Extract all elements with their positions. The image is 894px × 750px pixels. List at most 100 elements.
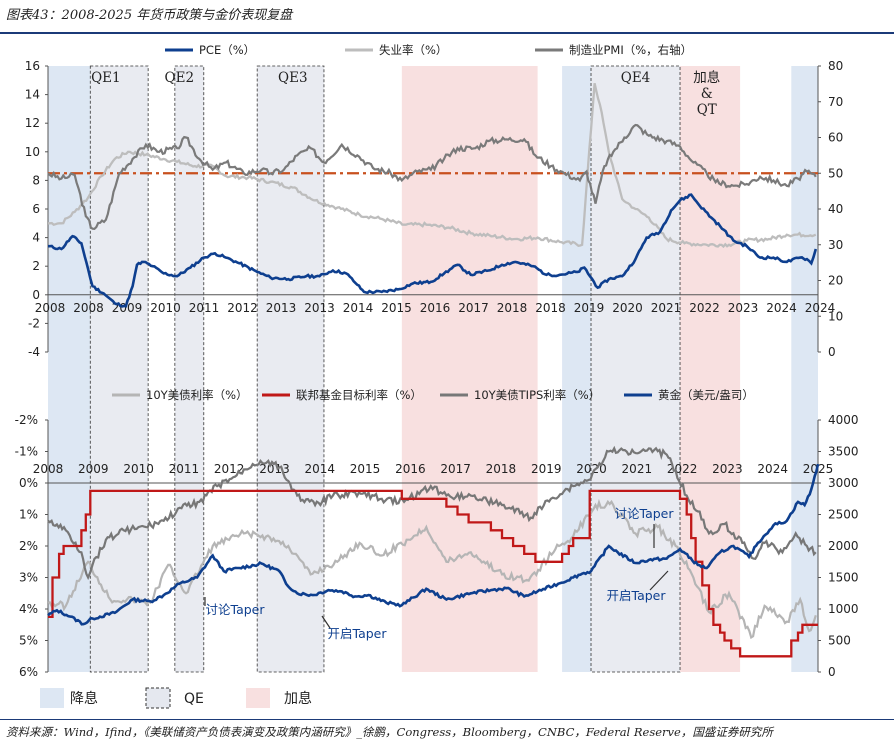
bottom-legend-label: 10Y美债TIPS利率（%）: [474, 388, 600, 402]
taper-annotation: 开启Taper: [607, 588, 667, 603]
top-x-tick-label: 2011: [189, 301, 220, 315]
top-left-tick-label: 14: [25, 88, 40, 102]
bottom-legend-label: 黄金（美元/盎司）: [658, 388, 754, 402]
top-x-tick-label: 2010: [150, 301, 181, 315]
top-left-tick-label: 6: [32, 202, 40, 216]
top-x-tick-label: 2018: [535, 301, 566, 315]
top-left-tick-label: 12: [25, 116, 40, 130]
bottom-rule: [0, 719, 894, 720]
top-legend-label: 制造业PMI（%，右轴）: [569, 43, 692, 57]
cut-band: [791, 66, 818, 672]
series-line-fed-funds-target: [48, 489, 818, 658]
taper-annotation: 讨论Taper: [615, 506, 675, 521]
bottom-right-tick-label: 3000: [828, 476, 859, 490]
bottom-x-tick-label: 2015: [350, 462, 381, 476]
top-rule: [0, 32, 894, 34]
top-x-tick-label: 2021: [651, 301, 682, 315]
cut-band: [48, 66, 91, 672]
bottom-x-tick-label: 2011: [169, 462, 200, 476]
top-legend-label: PCE（%）: [199, 43, 255, 57]
top-x-tick-label: 2015: [381, 301, 412, 315]
bottom-x-tick-label: 2008: [33, 462, 64, 476]
top-x-tick-label: 2013: [304, 301, 335, 315]
top-x-tick-label: 2013: [266, 301, 297, 315]
qe-band: [256, 65, 325, 673]
bottom-x-tick-label: 2017: [440, 462, 471, 476]
bottom-left-tick-label: 0%: [19, 476, 38, 490]
top-x-tick-label: 2017: [458, 301, 489, 315]
top-right-tick-label: 50: [828, 166, 843, 180]
series-line-pmi: [47, 123, 817, 231]
taper-arrow: [649, 570, 669, 591]
top-x-tick-label: 2008: [73, 301, 104, 315]
series-line-unemployment: [48, 82, 817, 249]
top-x-tick-label: 2016: [420, 301, 451, 315]
bottom-left-tick-label: 6%: [19, 665, 38, 679]
bottom-x-tick-label: 2021: [622, 462, 653, 476]
bottom-left-tick-label: 1%: [19, 508, 38, 522]
qe-annotation: QE4: [621, 70, 651, 86]
bottom-x-tick-label: 2009: [78, 462, 109, 476]
top-right-tick-label: 20: [828, 274, 843, 288]
top-left-tick-label: 2: [32, 259, 40, 273]
bottom-left-tick-label: -1%: [15, 445, 38, 459]
bottom-right-tick-label: 500: [828, 634, 851, 648]
bottom-left-tick-label: 3%: [19, 571, 38, 585]
top-right-tick-label: 80: [828, 59, 843, 73]
legend-qe-label: QE: [184, 691, 204, 707]
legend-hike-label: 加息: [284, 690, 312, 707]
top-left-tick-label: 0: [32, 288, 40, 302]
bottom-x-tick-label: 2022: [667, 462, 698, 476]
bottom-x-tick-label: 2010: [123, 462, 154, 476]
top-right-tick-label: 0: [828, 345, 836, 359]
hike-qt-annotation: QT: [697, 102, 717, 118]
series-line-10y-tips: [47, 445, 817, 581]
bottom-left-tick-label: -2%: [15, 413, 38, 427]
series-line-10y-yield: [47, 498, 817, 640]
bottom-x-tick-label: 2018: [486, 462, 517, 476]
bottom-right-tick-label: 1000: [828, 602, 859, 616]
top-legend-label: 失业率（%）: [379, 43, 447, 57]
top-x-tick-label: 2019: [574, 301, 605, 315]
legend-hike-swatch: [246, 688, 270, 708]
top-left-tick-label: 10: [25, 145, 40, 159]
bottom-right-tick-label: 2500: [828, 508, 859, 522]
hike-qt-annotation: 加息: [693, 69, 720, 86]
top-left-tick-label: 4: [32, 231, 40, 245]
top-x-tick-label: 2024: [805, 301, 836, 315]
top-left-tick-label: -4: [28, 345, 40, 359]
series-line-pce: [48, 193, 818, 308]
top-left-tick-label: 8: [32, 173, 40, 187]
top-x-tick-label: 2012: [227, 301, 258, 315]
top-x-tick-label: 2008: [35, 301, 66, 315]
top-right-tick-label: 70: [828, 95, 843, 109]
cut-band: [562, 66, 592, 672]
bottom-x-tick-label: 2023: [712, 462, 743, 476]
top-right-tick-label: 30: [828, 238, 843, 252]
bottom-left-tick-label: 2%: [19, 539, 38, 553]
bottom-right-tick-label: 2000: [828, 539, 859, 553]
qe-annotation: QE3: [278, 70, 308, 86]
top-x-tick-label: 2018: [497, 301, 528, 315]
bottom-right-tick-label: 1500: [828, 571, 859, 585]
top-right-tick-label: 10: [828, 309, 843, 323]
bottom-left-tick-label: 4%: [19, 602, 38, 616]
top-right-tick-label: 40: [828, 202, 843, 216]
source-note: 资料来源：Wind，Ifind，《美联储资产负债表演变及政策内涵研究》_徐鹏，C…: [6, 725, 773, 739]
bottom-legend-label: 10Y美债利率（%）: [146, 388, 248, 402]
chart-title: 图表43：2008-2025 年货币政策与金价表现复盘: [6, 8, 293, 23]
top-x-tick-label: 2014: [343, 301, 374, 315]
taper-annotation: 开启Taper: [328, 626, 388, 641]
bottom-left-tick-label: 5%: [19, 634, 38, 648]
legend-cut-swatch: [40, 688, 64, 708]
bottom-right-tick-label: 0: [828, 665, 836, 679]
top-right-tick-label: 60: [828, 131, 843, 145]
taper-annotation: 讨论Taper: [206, 602, 266, 617]
bottom-right-tick-label: 4000: [828, 413, 859, 427]
qe-band: [89, 65, 149, 673]
legend-cut-label: 降息: [70, 690, 98, 707]
top-x-tick-label: 2024: [766, 301, 797, 315]
top-x-tick-label: 2020: [612, 301, 643, 315]
qe-band: [590, 65, 681, 673]
